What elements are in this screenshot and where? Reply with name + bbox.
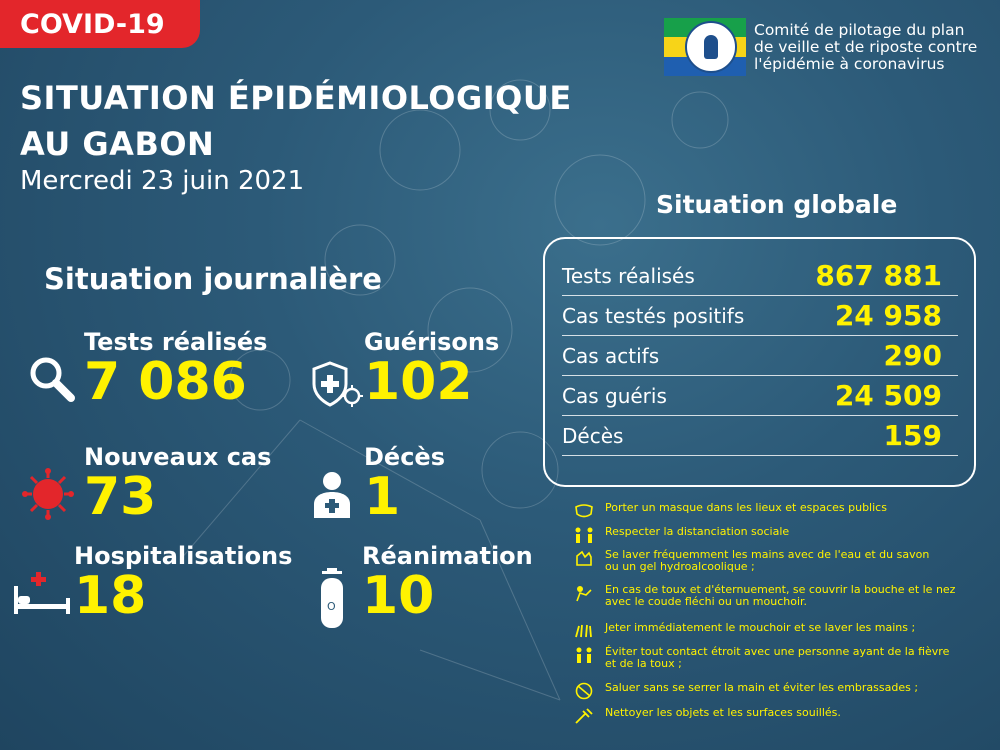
mask-icon [575, 504, 593, 518]
daily-heading: Situation journalière [44, 262, 382, 296]
tip-item: Saluer sans se serrer la main et éviter … [573, 682, 918, 700]
coat-of-arms-seal [685, 21, 737, 73]
oxygen-tank-icon: O [321, 568, 343, 628]
global-stats-box: Tests réalisés 867 881 Cas testés positi… [543, 237, 976, 487]
global-row-value: 867 881 [815, 259, 942, 292]
global-row-label: Cas actifs [562, 343, 660, 368]
stat-hospitalisations-value: 18 [74, 566, 147, 626]
distancing-icon [575, 527, 593, 543]
stat-deaths-value: 1 [364, 467, 401, 527]
org-line-3: l'épidémie à coronavirus [754, 54, 945, 73]
tip-text: Nettoyer les objets et les surfaces soui… [605, 706, 841, 719]
stat-icu-value: 10 [362, 566, 435, 626]
shield-virus-icon [312, 361, 363, 407]
avoid-contact-icon [576, 647, 592, 663]
org-line-1: Comité de pilotage du plan [754, 20, 965, 39]
stat-tests: Tests réalisés 7 086 [84, 328, 267, 408]
stat-hospitalisations: Hospitalisations 18 [74, 542, 292, 622]
global-row: Tests réalisés 867 881 [562, 256, 958, 296]
tip-text: Respecter la distanciation sociale [605, 525, 790, 538]
stat-deaths-label: Décès [364, 443, 445, 471]
hands-icon [575, 624, 592, 638]
global-row-label: Décès [562, 423, 624, 448]
cleaning-icon [575, 708, 593, 724]
tip-text: Jeter immédiatement le mouchoir et se la… [605, 621, 916, 634]
tip-item: Se laver fréquemment les mains avec de l… [573, 549, 929, 573]
person-cross-icon [314, 472, 350, 518]
stat-new-cases-label: Nouveaux cas [84, 443, 272, 471]
cough-icon [576, 586, 592, 602]
stat-icu: Réanimation 10 [362, 542, 533, 622]
stat-deaths: Décès 1 [364, 443, 445, 523]
tip-item: En cas de toux et d'éternuement, se couv… [573, 584, 955, 608]
handwash-icon [576, 550, 592, 566]
global-row-label: Cas testés positifs [562, 303, 745, 328]
tip-text: Se laver fréquemment les mains avec de l… [605, 548, 930, 573]
report-date: Mercredi 23 juin 2021 [20, 166, 305, 196]
stat-recoveries-value: 102 [364, 352, 473, 412]
global-heading: Situation globale [656, 190, 898, 219]
global-row-value: 159 [883, 419, 942, 452]
tip-item: Porter un masque dans les lieux et espac… [573, 502, 887, 520]
org-line-2: de veille et de riposte contre [754, 37, 978, 56]
gabon-flag-seal-icon [664, 18, 746, 76]
global-row-value: 24 509 [834, 379, 942, 412]
magnifier-icon [30, 357, 75, 402]
hospital-bed-icon [14, 572, 70, 614]
global-row-value: 24 958 [834, 299, 942, 332]
global-row: Cas actifs 290 [562, 336, 958, 376]
tip-item: Jeter immédiatement le mouchoir et se la… [573, 622, 915, 640]
stat-new-cases: Nouveaux cas 73 [84, 443, 271, 523]
organization-name: Comité de pilotage du plan de veille et … [754, 20, 978, 73]
tip-text: En cas de toux et d'éternuement, se couv… [605, 583, 956, 608]
global-row: Cas guéris 24 509 [562, 376, 958, 416]
global-row-label: Tests réalisés [562, 263, 695, 288]
tip-item: Nettoyer les objets et les surfaces soui… [573, 707, 841, 725]
covid-badge: COVID-19 [0, 0, 200, 48]
stat-icu-label: Réanimation [362, 542, 533, 570]
organization-block: Comité de pilotage du plan de veille et … [664, 18, 977, 76]
virus-icon [22, 468, 74, 520]
stat-recoveries-label: Guérisons [364, 328, 500, 356]
stat-hospitalisations-label: Hospitalisations [74, 542, 293, 570]
global-row-label: Cas guéris [562, 383, 667, 408]
no-handshake-icon [575, 682, 593, 700]
stat-recoveries: Guérisons 102 [364, 328, 499, 408]
global-row: Décès 159 [562, 416, 958, 456]
stat-tests-value: 7 086 [84, 352, 247, 412]
svg-text:O: O [327, 600, 336, 613]
page-title: SITUATION ÉPIDÉMIOLOGIQUE AU GABON [20, 75, 572, 167]
stat-tests-label: Tests réalisés [84, 328, 268, 356]
tip-item: Respecter la distanciation sociale [573, 526, 789, 544]
covid-badge-label: COVID-19 [20, 8, 165, 40]
tip-text: Saluer sans se serrer la main et éviter … [605, 681, 919, 694]
tip-item: Éviter tout contact étroit avec une pers… [573, 646, 949, 670]
title-line-1: SITUATION ÉPIDÉMIOLOGIQUE [20, 79, 572, 117]
global-row-value: 290 [883, 339, 942, 372]
stat-new-cases-value: 73 [84, 467, 157, 527]
tip-text: Éviter tout contact étroit avec une pers… [605, 645, 950, 670]
global-row: Cas testés positifs 24 958 [562, 296, 958, 336]
title-line-2: AU GABON [20, 125, 215, 163]
tip-text: Porter un masque dans les lieux et espac… [605, 501, 887, 514]
